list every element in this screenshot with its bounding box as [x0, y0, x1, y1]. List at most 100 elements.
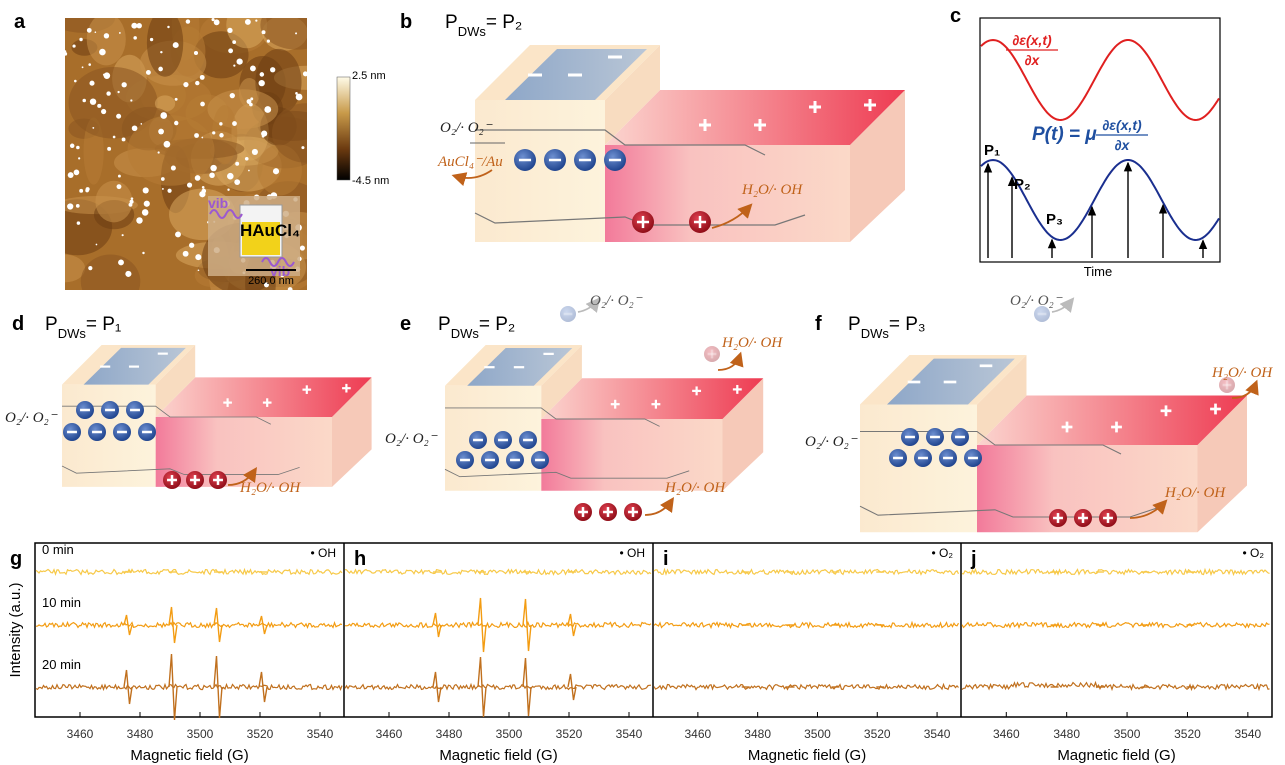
particle	[142, 252, 144, 254]
spectrum-baseline	[654, 685, 959, 690]
particle	[252, 149, 258, 155]
colorbar	[337, 77, 350, 180]
particle	[164, 141, 171, 148]
terrace	[87, 13, 126, 65]
particle	[201, 137, 203, 139]
title-part: DWs	[58, 326, 87, 341]
spectrum-baseline	[345, 685, 651, 690]
title-part: P	[438, 314, 451, 335]
particle	[248, 170, 250, 172]
x-tick-label: 3480	[127, 727, 154, 741]
axis-label: Time	[1084, 264, 1112, 279]
particle	[122, 138, 126, 142]
formula-num: ∂ε(x,t)	[1012, 32, 1052, 48]
particle	[87, 28, 92, 33]
spectrum-baseline	[36, 623, 342, 628]
arrow	[645, 500, 672, 515]
particle	[233, 65, 235, 67]
x-tick-label: 3460	[993, 727, 1020, 741]
epr-peak	[433, 672, 441, 702]
formula-den: ∂x	[1115, 137, 1131, 153]
particle	[158, 67, 163, 72]
particle	[195, 175, 201, 181]
particle	[267, 40, 270, 43]
formula-den: ∂x	[1025, 52, 1041, 68]
epr-peak	[259, 672, 267, 702]
particle	[74, 170, 80, 176]
spectrum-baseline	[962, 570, 1270, 575]
particle	[210, 165, 216, 171]
x-tick-label: 3520	[1174, 727, 1201, 741]
particle	[250, 66, 256, 72]
panel-label: c	[950, 5, 961, 27]
x-tick-label: 3460	[67, 727, 94, 741]
particle	[150, 38, 153, 41]
particle	[117, 184, 122, 189]
particle	[194, 51, 198, 55]
particle	[162, 188, 164, 190]
particle	[104, 33, 109, 38]
x-tick-label: 3500	[496, 727, 523, 741]
species: H₂O/· OH	[1164, 485, 1226, 501]
particle	[82, 66, 84, 68]
particle	[235, 162, 239, 166]
particle	[68, 172, 74, 178]
particle	[142, 209, 149, 216]
particle	[118, 260, 124, 266]
colorbar-label: 2.5 nm	[352, 70, 386, 82]
title-part: P	[45, 314, 58, 335]
particle	[74, 80, 77, 83]
particle	[79, 38, 82, 41]
particle	[70, 144, 75, 149]
terrace	[95, 181, 132, 223]
species: O₂/· O₂⁻	[440, 120, 493, 136]
particle	[113, 136, 116, 139]
x-tick-label: 3460	[376, 727, 403, 741]
inset-text: vib	[208, 195, 228, 211]
figure: avibvibHAuCl₄2.5 nm-4.5 nm260.0 nmbPDWs=…	[0, 0, 1285, 765]
species: O₂/· O₂⁻	[805, 434, 858, 450]
panel-label: b	[400, 11, 412, 33]
terrace	[45, 255, 85, 283]
particle	[133, 36, 137, 40]
particle	[273, 168, 279, 174]
point-label: P₁	[984, 142, 1000, 159]
particle	[209, 172, 215, 178]
particle	[245, 19, 251, 25]
particle	[288, 287, 293, 292]
particle	[146, 70, 151, 75]
particle	[130, 99, 132, 101]
panel-title: PDWs= P₂	[445, 12, 522, 39]
particle	[132, 125, 138, 131]
particle	[183, 251, 189, 257]
particle	[300, 245, 305, 250]
particle	[212, 18, 215, 21]
particle	[194, 133, 199, 138]
particle	[295, 32, 297, 34]
particle	[96, 244, 98, 246]
radical-label: • O₂	[1242, 546, 1264, 560]
particle	[234, 179, 240, 185]
particle	[296, 94, 303, 101]
title-part: = P₂	[479, 314, 515, 335]
x-tick-label: 3520	[864, 727, 891, 741]
block	[445, 345, 763, 491]
particle	[97, 104, 101, 108]
particle	[140, 123, 142, 125]
species: H₂O/· OH	[1211, 365, 1273, 381]
particle	[187, 182, 192, 187]
particle	[230, 93, 235, 98]
panel-label: a	[14, 11, 26, 33]
particle	[264, 106, 271, 113]
x-tick-label: 3480	[744, 727, 771, 741]
species: AuCl₄⁻/Au	[437, 154, 503, 170]
particle	[237, 58, 243, 64]
particle	[227, 189, 229, 191]
series-name: 20 min	[42, 657, 81, 672]
particle	[95, 31, 97, 33]
epr-peak	[124, 670, 132, 704]
x-axis-label: Magnetic field (G)	[130, 747, 248, 764]
particle	[214, 19, 220, 25]
spectrum-baseline	[962, 683, 1270, 690]
spectrum-baseline	[654, 570, 959, 575]
